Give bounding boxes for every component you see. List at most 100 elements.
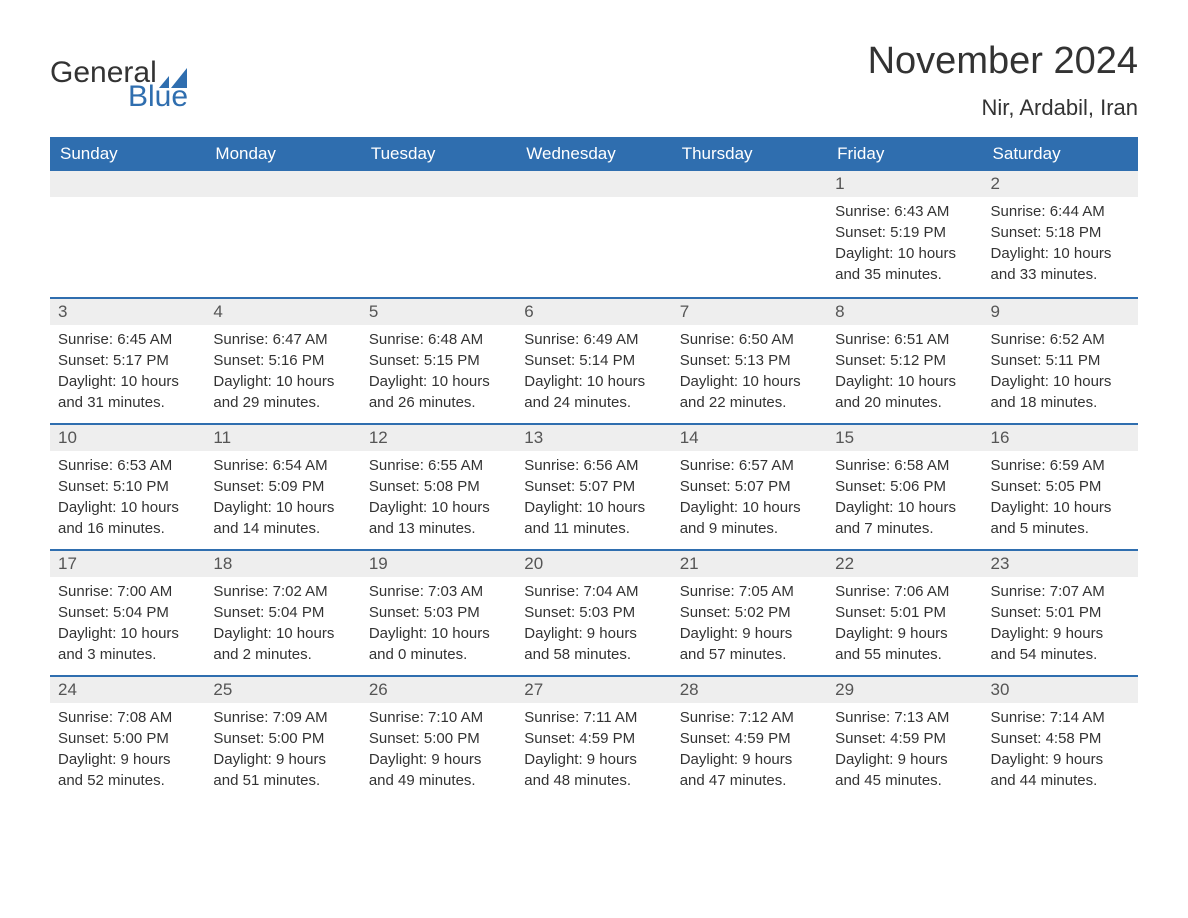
daylight-text: Daylight: 9 hours and 49 minutes. [369,749,508,791]
day-details: Sunrise: 6:51 AMSunset: 5:12 PMDaylight:… [827,325,982,421]
title-block: November 2024 Nir, Ardabil, Iran [868,40,1138,131]
calendar-day: 21Sunrise: 7:05 AMSunset: 5:02 PMDayligh… [672,551,827,675]
calendar-day: 22Sunrise: 7:06 AMSunset: 5:01 PMDayligh… [827,551,982,675]
sunrise-text: Sunrise: 6:53 AM [58,455,197,476]
day-details: Sunrise: 7:02 AMSunset: 5:04 PMDaylight:… [205,577,360,673]
calendar-day [516,171,671,297]
location-label: Nir, Ardabil, Iran [868,95,1138,121]
sunset-text: Sunset: 5:13 PM [680,350,819,371]
sunrise-text: Sunrise: 7:11 AM [524,707,663,728]
calendar-day: 8Sunrise: 6:51 AMSunset: 5:12 PMDaylight… [827,299,982,423]
day-details: Sunrise: 7:05 AMSunset: 5:02 PMDaylight:… [672,577,827,673]
sunset-text: Sunset: 5:06 PM [835,476,974,497]
day-number: 23 [983,551,1138,577]
calendar-day: 19Sunrise: 7:03 AMSunset: 5:03 PMDayligh… [361,551,516,675]
calendar-day: 4Sunrise: 6:47 AMSunset: 5:16 PMDaylight… [205,299,360,423]
day-number: 6 [516,299,671,325]
day-number: 5 [361,299,516,325]
calendar-day: 29 Sunrise: 7:13 AMSunset: 4:59 PMDayligh… [827,677,982,801]
daylight-text: Daylight: 10 hours and 35 minutes. [835,243,974,285]
day-details: Sunrise: 7:03 AMSunset: 5:03 PMDaylight:… [361,577,516,673]
daylight-text: Daylight: 10 hours and 18 minutes. [991,371,1130,413]
sunrise-text: Sunrise: 7:08 AM [58,707,197,728]
day-details: Sunrise: 6:45 AMSunset: 5:17 PMDaylight:… [50,325,205,421]
sunset-text: Sunset: 5:16 PM [213,350,352,371]
calendar-day [361,171,516,297]
sunset-text: Sunset: 5:01 PM [991,602,1130,623]
column-header: Saturday [983,137,1138,171]
sunset-text: Sunset: 4:58 PM [991,728,1130,749]
day-details [516,197,671,209]
column-header: Tuesday [361,137,516,171]
sunrise-text: Sunrise: 6:52 AM [991,329,1130,350]
sunset-text: Sunset: 5:08 PM [369,476,508,497]
day-details [672,197,827,209]
sunset-text: Sunset: 4:59 PM [835,728,974,749]
day-number: 26 [361,677,516,703]
sunset-text: Sunset: 5:09 PM [213,476,352,497]
sunrise-text: Sunrise: 6:47 AM [213,329,352,350]
calendar-day: 5Sunrise: 6:48 AMSunset: 5:15 PMDaylight… [361,299,516,423]
daylight-text: Daylight: 10 hours and 33 minutes. [991,243,1130,285]
daylight-text: Daylight: 10 hours and 22 minutes. [680,371,819,413]
sunrise-text: Sunrise: 7:05 AM [680,581,819,602]
day-number: 19 [361,551,516,577]
sunset-text: Sunset: 5:02 PM [680,602,819,623]
calendar-day: 20Sunrise: 7:04 AMSunset: 5:03 PMDayligh… [516,551,671,675]
day-number [672,171,827,197]
sunset-text: Sunset: 5:03 PM [524,602,663,623]
day-details: Sunrise: 6:58 AMSunset: 5:06 PMDaylight:… [827,451,982,547]
day-number: 10 [50,425,205,451]
calendar-week: 24Sunrise: 7:08 AMSunset: 5:00 PMDayligh… [50,675,1138,801]
day-details: Sunrise: 6:48 AMSunset: 5:15 PMDaylight:… [361,325,516,421]
calendar-day [205,171,360,297]
day-details: Sunrise: 6:57 AMSunset: 5:07 PMDaylight:… [672,451,827,547]
sunset-text: Sunset: 5:15 PM [369,350,508,371]
day-number: 9 [983,299,1138,325]
sunrise-text: Sunrise: 6:48 AM [369,329,508,350]
calendar-day: 3Sunrise: 6:45 AMSunset: 5:17 PMDaylight… [50,299,205,423]
column-header: Wednesday [516,137,671,171]
page-header: General Blue November 2024 Nir, Ardabil,… [50,40,1138,131]
day-number: 22 [827,551,982,577]
day-number: 11 [205,425,360,451]
calendar-day: 24Sunrise: 7:08 AMSunset: 5:00 PMDayligh… [50,677,205,801]
day-number: 29 [827,677,982,703]
calendar-day: 1Sunrise: 6:43 AMSunset: 5:19 PMDaylight… [827,171,982,297]
day-details: Sunrise: 6:43 AMSunset: 5:19 PMDaylight:… [827,197,982,293]
day-details: Sunrise: 6:49 AMSunset: 5:14 PMDaylight:… [516,325,671,421]
day-number: 8 [827,299,982,325]
daylight-text: Daylight: 10 hours and 16 minutes. [58,497,197,539]
day-number [516,171,671,197]
day-details: Sunrise: 6:55 AMSunset: 5:08 PMDaylight:… [361,451,516,547]
sunrise-text: Sunrise: 7:06 AM [835,581,974,602]
sunrise-text: Sunrise: 6:50 AM [680,329,819,350]
calendar-day: 2Sunrise: 6:44 AMSunset: 5:18 PMDaylight… [983,171,1138,297]
sunset-text: Sunset: 5:07 PM [680,476,819,497]
daylight-text: Daylight: 10 hours and 9 minutes. [680,497,819,539]
sunset-text: Sunset: 5:03 PM [369,602,508,623]
day-details [205,197,360,209]
sunrise-text: Sunrise: 6:58 AM [835,455,974,476]
sunrise-text: Sunrise: 7:07 AM [991,581,1130,602]
sunset-text: Sunset: 5:17 PM [58,350,197,371]
sunrise-text: Sunrise: 7:02 AM [213,581,352,602]
day-details: Sunrise: 6:52 AMSunset: 5:11 PMDaylight:… [983,325,1138,421]
day-number: 16 [983,425,1138,451]
day-number: 27 [516,677,671,703]
sunrise-text: Sunrise: 7:13 AM [835,707,974,728]
day-number: 20 [516,551,671,577]
day-number: 12 [361,425,516,451]
daylight-text: Daylight: 10 hours and 0 minutes. [369,623,508,665]
day-details: Sunrise: 6:59 AMSunset: 5:05 PMDaylight:… [983,451,1138,547]
sunrise-text: Sunrise: 7:09 AM [213,707,352,728]
daylight-text: Daylight: 9 hours and 45 minutes. [835,749,974,791]
day-details: Sunrise: 7:09 AMSunset: 5:00 PMDaylight:… [205,703,360,799]
day-number: 15 [827,425,982,451]
sunset-text: Sunset: 5:00 PM [369,728,508,749]
sunset-text: Sunset: 5:01 PM [835,602,974,623]
sunset-text: Sunset: 4:59 PM [524,728,663,749]
column-header: Monday [205,137,360,171]
sunrise-text: Sunrise: 6:55 AM [369,455,508,476]
day-number: 14 [672,425,827,451]
